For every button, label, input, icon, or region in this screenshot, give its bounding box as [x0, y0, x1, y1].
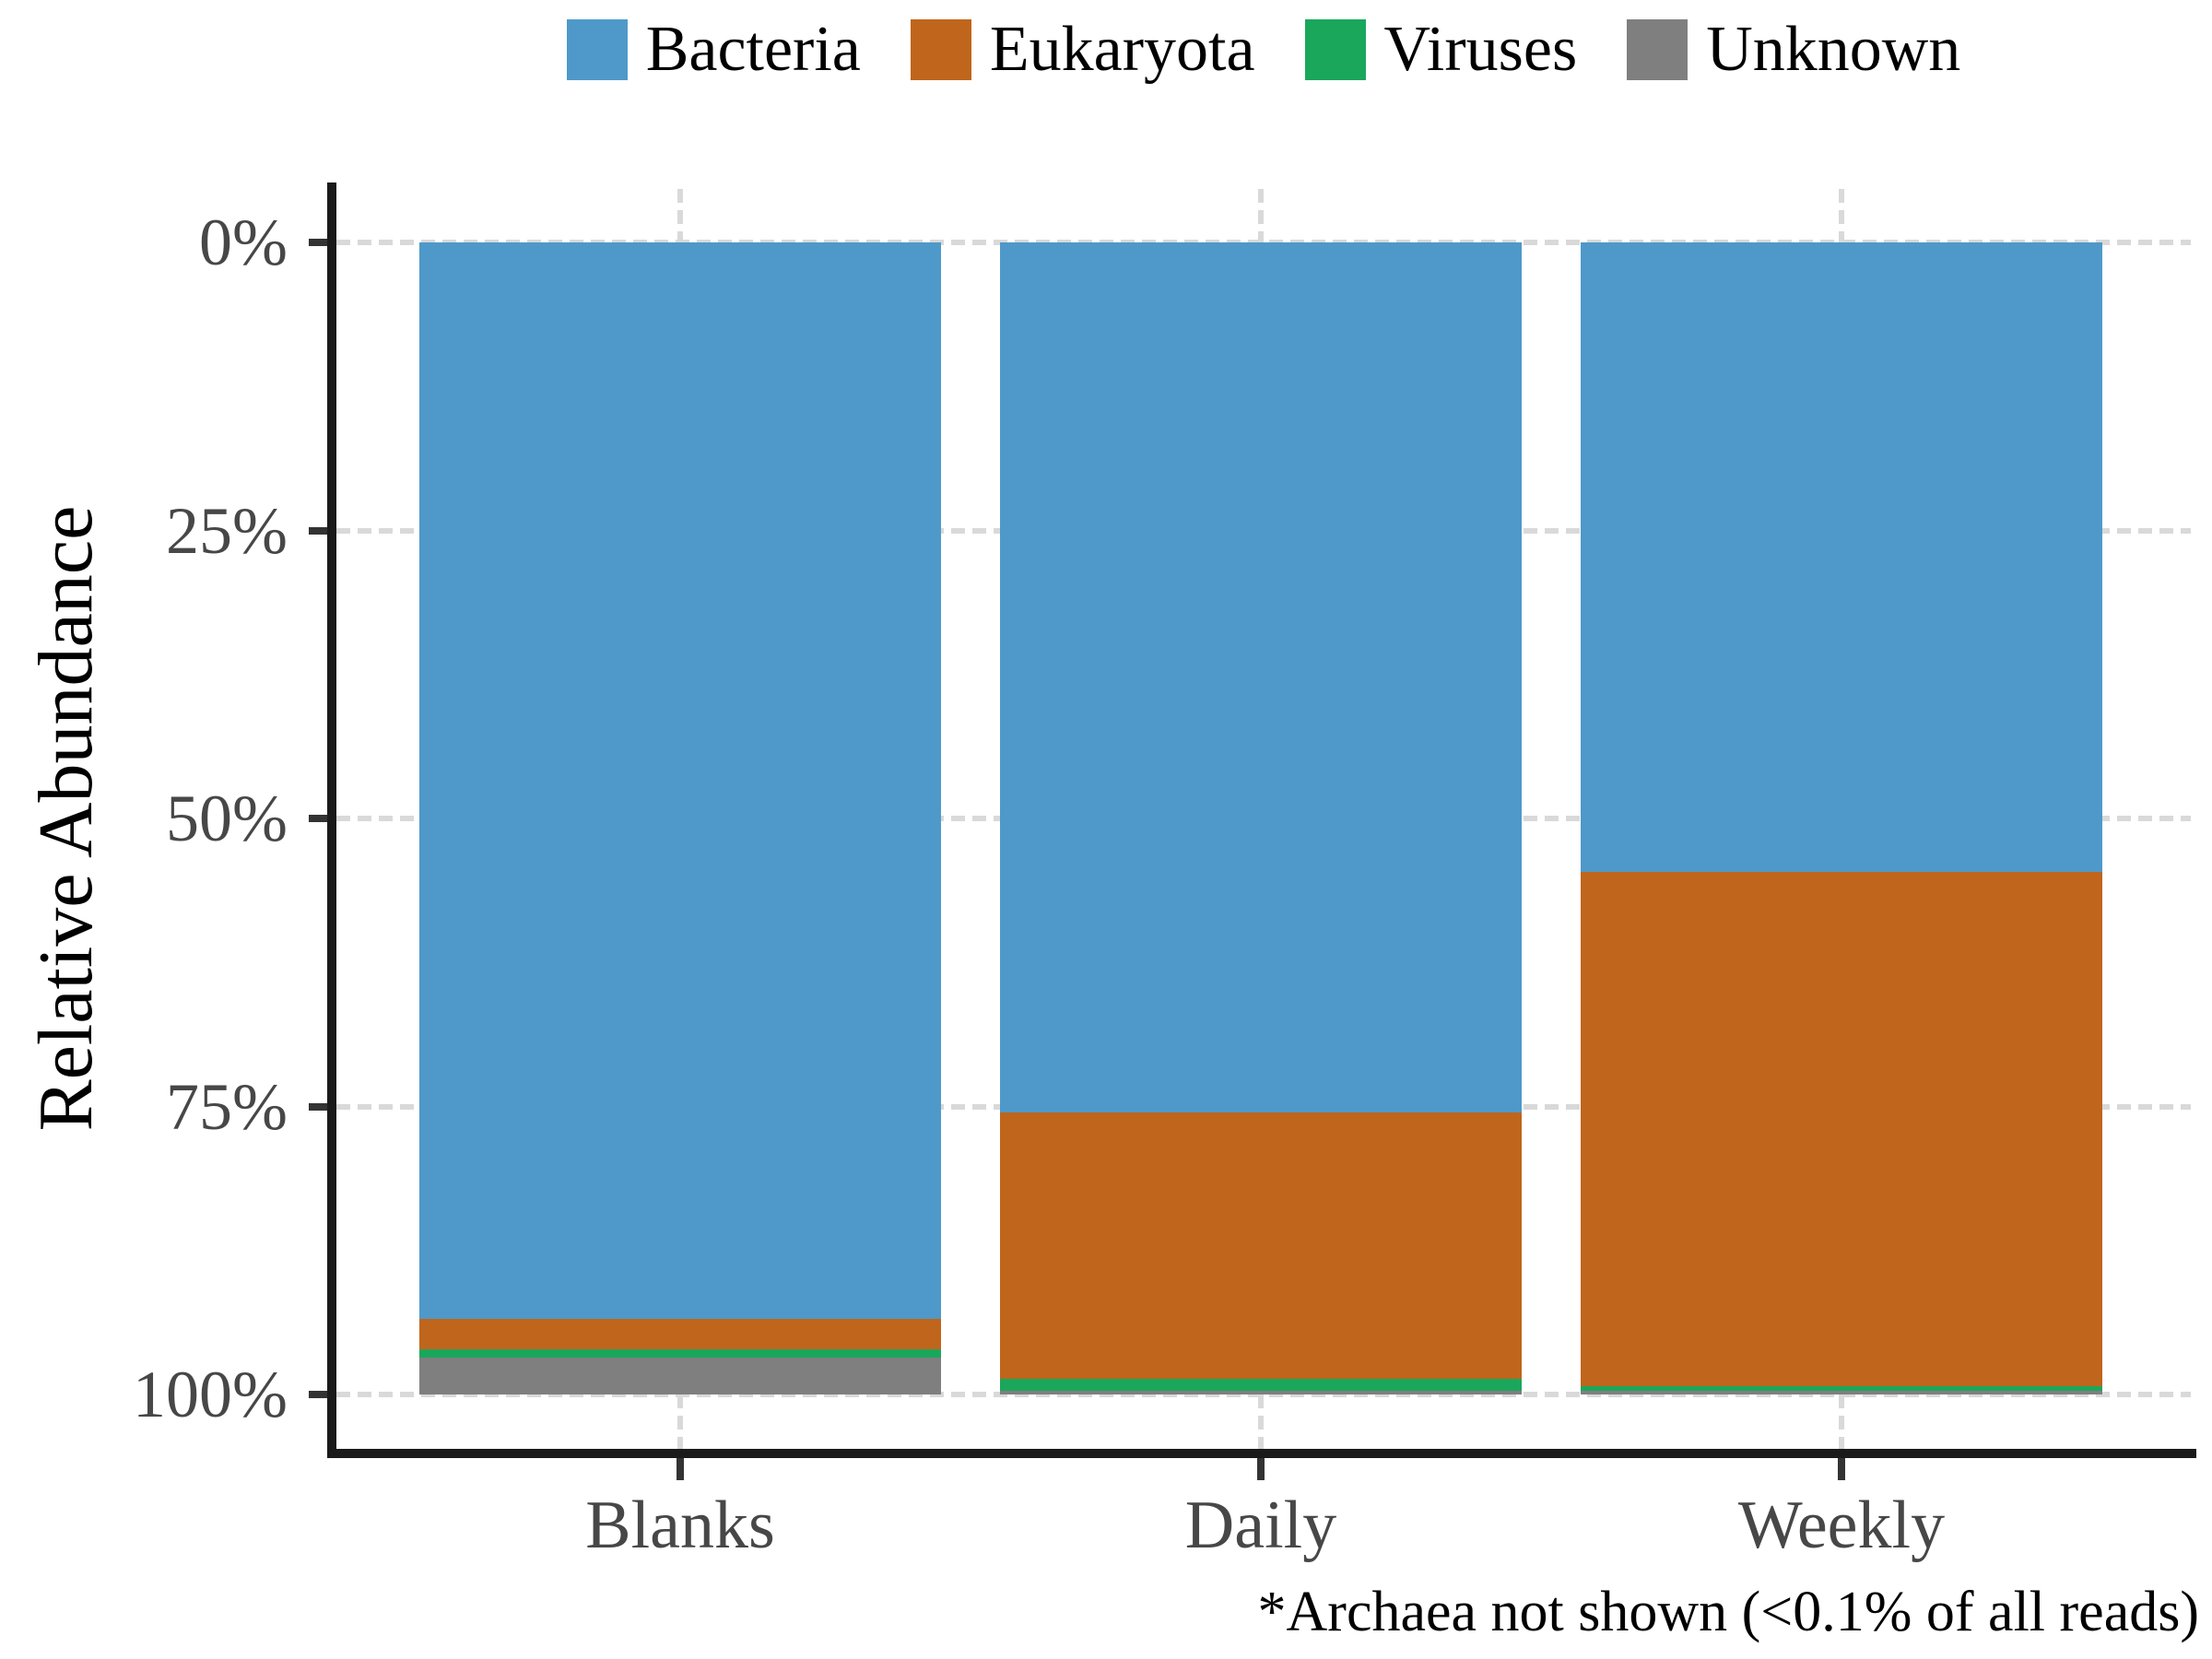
y-tick-mark	[309, 815, 327, 822]
y-tick-label: 0%	[199, 206, 288, 279]
x-tick-label-daily: Daily	[1184, 1488, 1337, 1563]
plot-panel	[336, 184, 2191, 1453]
bar-blanks	[419, 242, 941, 1394]
bar-segment-weekly-unknown	[1581, 1391, 2102, 1394]
gridline-x-bottom	[677, 1394, 683, 1450]
bar-segment-blanks-bacteria	[419, 242, 941, 1319]
legend-item-bacteria: Bacteria	[566, 14, 861, 85]
legend-item-viruses: Viruses	[1304, 14, 1578, 85]
x-tick-mark	[1257, 1458, 1265, 1480]
legend-label: Viruses	[1383, 14, 1578, 85]
y-tick-mark	[309, 239, 327, 246]
y-tick-mark	[309, 1391, 327, 1398]
x-axis-spine	[327, 1449, 2196, 1458]
legend-label: Bacteria	[645, 14, 861, 85]
y-tick-mark	[309, 526, 327, 535]
bar-weekly	[1581, 242, 2102, 1394]
legend: Bacteria Eukaryota Viruses Unknown	[336, 11, 2191, 88]
bar-daily	[1000, 242, 1522, 1394]
bar-segment-daily-unknown	[1000, 1391, 1522, 1394]
legend-swatch-icon	[566, 19, 628, 80]
y-tick-label: 25%	[166, 493, 288, 568]
legend-label: Unknown	[1706, 14, 1961, 85]
legend-item-eukaryota: Eukaryota	[910, 14, 1255, 85]
caption: *Archaea not shown (<0.1% of all reads)	[1257, 1581, 2199, 1643]
legend-item-unknown: Unknown	[1627, 18, 1960, 82]
x-tick-label-blanks: Blanks	[585, 1488, 775, 1563]
bar-segment-blanks-unknown	[419, 1358, 941, 1394]
y-axis-spine	[327, 182, 336, 1458]
x-tick-mark	[677, 1458, 684, 1480]
bar-segment-weekly-eukaryota	[1581, 871, 2102, 1387]
bar-segment-daily-viruses	[1000, 1378, 1522, 1392]
gridline-x-bottom	[1258, 1394, 1264, 1450]
x-tick-mark	[1838, 1458, 1845, 1480]
y-axis-title: Relative Abundance	[23, 505, 109, 1132]
gridline-y-0	[336, 1392, 2191, 1397]
gridline-x-top	[677, 189, 683, 242]
legend-swatch-icon	[910, 19, 971, 80]
y-tick-label: 75%	[166, 1069, 288, 1144]
gridline-x-bottom	[1839, 1394, 1844, 1450]
bar-segment-blanks-eukaryota	[419, 1318, 941, 1350]
y-tick-mark	[309, 1102, 327, 1111]
gridline-x-top	[1839, 189, 1844, 242]
bar-segment-daily-eukaryota	[1000, 1112, 1522, 1379]
y-tick-label: 100%	[133, 1358, 288, 1431]
legend-swatch-icon	[1304, 19, 1366, 80]
gridline-x-top	[1258, 189, 1264, 242]
bar-segment-daily-bacteria	[1000, 242, 1522, 1112]
legend-label: Eukaryota	[989, 14, 1255, 85]
bar-segment-weekly-viruses	[1581, 1386, 2102, 1392]
y-tick-label: 50%	[166, 782, 288, 855]
bar-segment-weekly-bacteria	[1581, 242, 2102, 872]
x-tick-label-weekly: Weekly	[1737, 1488, 1946, 1563]
bar-segment-blanks-viruses	[419, 1349, 941, 1358]
legend-swatch-icon	[1627, 19, 1688, 80]
